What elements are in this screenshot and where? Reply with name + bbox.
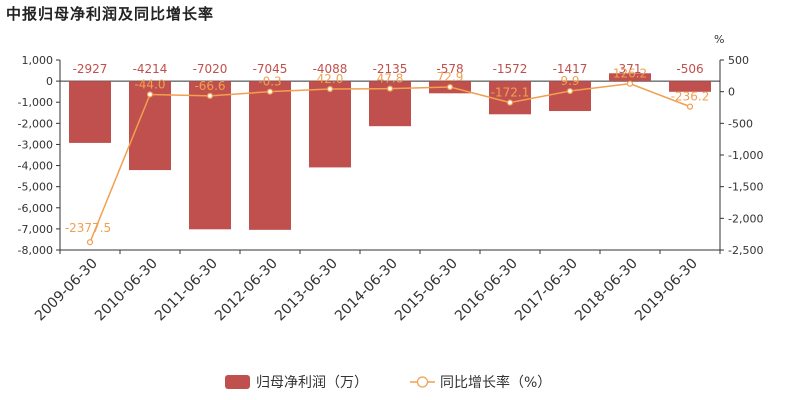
y-right-tick-label: -1,000	[728, 149, 763, 162]
line-value-label: 9.9	[560, 74, 579, 88]
x-tick-label: 2016-06-30	[452, 256, 521, 325]
y-right-tick-label: -2,500	[728, 244, 763, 257]
legend-swatch-marker	[416, 376, 429, 388]
legend-label-bar: 归母净利润（万）	[256, 374, 368, 391]
bar-value-label: -7045	[253, 62, 288, 76]
legend-label-line: 同比增长率（%）	[440, 374, 551, 391]
growth-point	[206, 92, 214, 99]
y-right-tick-label: -500	[728, 117, 753, 130]
y-left-tick-label: -5,000	[18, 181, 53, 194]
y-left-tick-label: -7,000	[18, 223, 53, 236]
bar-value-label: -506	[676, 62, 703, 76]
y-left-tick-label: -4,000	[18, 160, 53, 173]
y-right-tick-label: -1,500	[728, 181, 763, 194]
bar-value-label: -4214	[133, 62, 168, 76]
chart-title: 中报归母净利润及同比增长率	[6, 5, 215, 23]
y-left-tick-label: 0	[46, 75, 53, 88]
x-tick-label: 2013-06-30	[272, 256, 341, 325]
bar-value-label: -2135	[373, 62, 408, 76]
bar	[489, 81, 531, 115]
bar-value-label: -578	[436, 62, 463, 76]
growth-point	[326, 85, 334, 93]
growth-point	[686, 103, 694, 110]
x-tick-label: 2011-06-30	[152, 256, 221, 325]
bar-value-label: -2927	[73, 62, 108, 76]
y-right-tick-label: -2,000	[728, 212, 763, 225]
bar-value-label: -7020	[193, 62, 228, 76]
y-left-tick-label: -8,000	[18, 244, 53, 257]
x-tick-label: 2009-06-30	[32, 256, 101, 325]
growth-point	[386, 85, 394, 92]
y-right-tick-label: 500	[728, 54, 749, 67]
growth-point	[566, 87, 574, 95]
line-value-label: 47.8	[377, 72, 404, 86]
bar	[189, 81, 231, 230]
y-left-tick-label: -3,000	[18, 138, 53, 151]
x-tick-label: 2018-06-30	[572, 256, 641, 325]
y-right-tick-label: 0	[728, 86, 735, 99]
bar-value-label: -4088	[313, 62, 348, 76]
x-tick-label: 2010-06-30	[92, 256, 161, 325]
bar	[549, 81, 591, 112]
y-left-tick-label: -6,000	[18, 202, 53, 215]
growth-point	[446, 83, 454, 91]
line-value-label: -0.3	[258, 75, 281, 89]
bar	[69, 81, 111, 143]
bar	[669, 81, 711, 92]
line-value-label: 126.2	[613, 67, 647, 81]
bar	[249, 81, 291, 230]
line-value-label: -2377.5	[65, 221, 111, 235]
y-right-unit-label: %	[714, 33, 724, 46]
bar-value-label: -1572	[493, 62, 528, 76]
line-value-label: 42.0	[317, 72, 344, 86]
x-tick-label: 2019-06-30	[632, 256, 701, 325]
line-value-label: -172.1	[491, 86, 530, 100]
bar-value-label: -1417	[553, 62, 588, 76]
bar	[609, 73, 651, 82]
line-value-label: -66.6	[194, 79, 225, 93]
x-tick-label: 2015-06-30	[392, 256, 461, 325]
line-value-label: 72.9	[437, 70, 464, 84]
growth-point	[86, 239, 94, 246]
growth-point	[626, 80, 634, 87]
legend-swatch-bar	[225, 375, 250, 389]
bar	[309, 81, 351, 168]
y-left-tick-label: 1,000	[22, 54, 54, 67]
bar-value-label: 371	[619, 62, 642, 76]
line-value-label: -44.0	[134, 77, 165, 91]
y-left-tick-label: -1,000	[18, 96, 53, 109]
x-tick-label: 2014-06-30	[332, 256, 401, 325]
x-tick-label: 2017-06-30	[512, 256, 581, 325]
growth-point	[146, 91, 154, 98]
x-tick-label: 2012-06-30	[212, 256, 281, 325]
growth-point	[266, 88, 274, 95]
y-left-tick-label: -2,000	[18, 117, 53, 130]
growth-point	[506, 99, 514, 106]
line-value-label: -236.2	[671, 90, 710, 104]
